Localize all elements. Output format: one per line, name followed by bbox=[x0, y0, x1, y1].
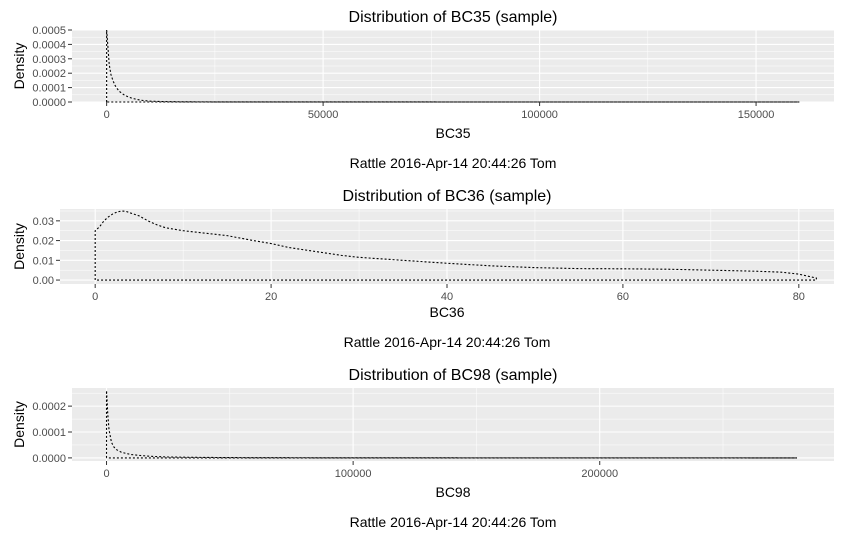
x-tick-label: 40 bbox=[441, 291, 453, 303]
y-tick-label: 0.0002 bbox=[32, 401, 66, 413]
y-tick-label: 0.0005 bbox=[32, 25, 66, 37]
plot-panel bbox=[72, 388, 834, 461]
y-tick-label: 0.0000 bbox=[32, 97, 66, 109]
y-tick-label: 0.0002 bbox=[32, 68, 66, 80]
y-tick-label: 0.0001 bbox=[32, 427, 66, 439]
density-curve bbox=[106, 29, 800, 103]
x-axis-label: BC98 bbox=[435, 484, 470, 500]
y-tick-label: 0.03 bbox=[33, 216, 54, 228]
chart-title: Distribution of BC36 (sample) bbox=[343, 188, 552, 205]
y-tick-label: 0.0003 bbox=[32, 54, 66, 66]
y-tick-label: 0.0001 bbox=[32, 83, 66, 95]
x-tick-label: 200000 bbox=[581, 468, 618, 480]
x-tick-label: 150000 bbox=[738, 109, 775, 121]
density-chart-3: 0 100000 200000 0.0000 0.0001 0.0002 Distribut… bbox=[11, 367, 834, 530]
x-tick-label: 0 bbox=[103, 468, 109, 480]
density-curve bbox=[105, 390, 798, 459]
chart-caption: Rattle 2016-Apr-14 20:44:26 Tom bbox=[350, 155, 557, 171]
x-tick-label: 50000 bbox=[308, 109, 339, 121]
density-chart-2: 0 20 40 60 80 0.00 0.01 0.02 0.03 Distribution of… bbox=[11, 188, 834, 350]
y-tick-label: 0.02 bbox=[33, 236, 54, 248]
x-axis-label: BC35 bbox=[435, 125, 470, 141]
y-tick-label: 0.0000 bbox=[32, 453, 66, 465]
x-tick-label: 60 bbox=[617, 291, 629, 303]
chart-title: Distribution of BC35 (sample) bbox=[349, 9, 558, 26]
chart-caption: Rattle 2016-Apr-14 20:44:26 Tom bbox=[350, 514, 557, 530]
chart-caption: Rattle 2016-Apr-14 20:44:26 Tom bbox=[344, 334, 551, 350]
x-tick-label: 100000 bbox=[521, 109, 558, 121]
density-chart-1: 0 50000 100000 150000 0.0000 0.0001 0.0002 0.00… bbox=[11, 9, 834, 171]
x-tick-label: 20 bbox=[265, 291, 277, 303]
y-axis-label: Density bbox=[11, 401, 27, 448]
x-axis-label: BC36 bbox=[429, 304, 464, 320]
x-tick-label: 80 bbox=[793, 291, 805, 303]
y-axis-label: Density bbox=[11, 43, 27, 90]
y-tick-label: 0.01 bbox=[33, 255, 54, 267]
chart-title: Distribution of BC98 (sample) bbox=[349, 367, 558, 384]
y-axis-label: Density bbox=[11, 223, 27, 270]
x-tick-label: 0 bbox=[92, 291, 98, 303]
y-tick-label: 0.0004 bbox=[32, 39, 66, 51]
x-tick-label: 100000 bbox=[335, 468, 372, 480]
x-tick-label: 0 bbox=[104, 109, 110, 121]
y-tick-label: 0.00 bbox=[33, 275, 54, 287]
